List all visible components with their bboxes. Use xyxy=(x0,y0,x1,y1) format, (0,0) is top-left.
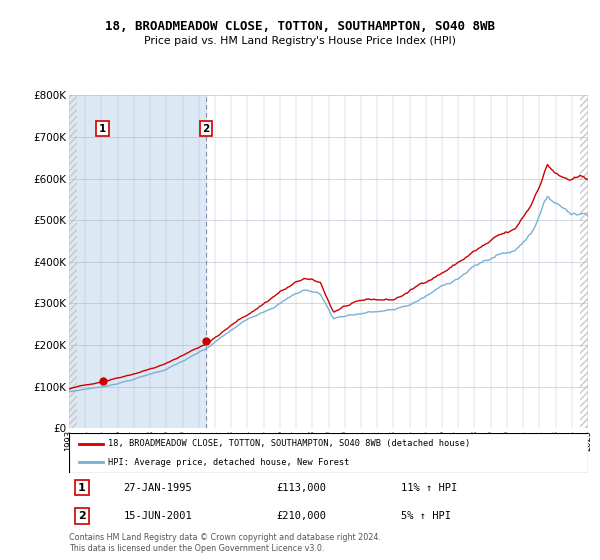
Text: 5% ↑ HPI: 5% ↑ HPI xyxy=(401,511,451,521)
Text: 2: 2 xyxy=(78,511,86,521)
Text: £210,000: £210,000 xyxy=(277,511,326,521)
Text: 2: 2 xyxy=(203,124,210,133)
Text: £113,000: £113,000 xyxy=(277,483,326,493)
Text: 18, BROADMEADOW CLOSE, TOTTON, SOUTHAMPTON, SO40 8WB (detached house): 18, BROADMEADOW CLOSE, TOTTON, SOUTHAMPT… xyxy=(108,439,470,448)
Text: 1: 1 xyxy=(99,124,106,133)
Text: 15-JUN-2001: 15-JUN-2001 xyxy=(124,511,192,521)
Text: Price paid vs. HM Land Registry's House Price Index (HPI): Price paid vs. HM Land Registry's House … xyxy=(144,36,456,46)
Text: 18, BROADMEADOW CLOSE, TOTTON, SOUTHAMPTON, SO40 8WB: 18, BROADMEADOW CLOSE, TOTTON, SOUTHAMPT… xyxy=(105,20,495,32)
Text: 1: 1 xyxy=(78,483,86,493)
Text: 27-JAN-1995: 27-JAN-1995 xyxy=(124,483,192,493)
Text: Contains HM Land Registry data © Crown copyright and database right 2024.
This d: Contains HM Land Registry data © Crown c… xyxy=(69,533,381,553)
Text: 11% ↑ HPI: 11% ↑ HPI xyxy=(401,483,457,493)
Text: HPI: Average price, detached house, New Forest: HPI: Average price, detached house, New … xyxy=(108,458,349,467)
Bar xyxy=(69,95,206,428)
